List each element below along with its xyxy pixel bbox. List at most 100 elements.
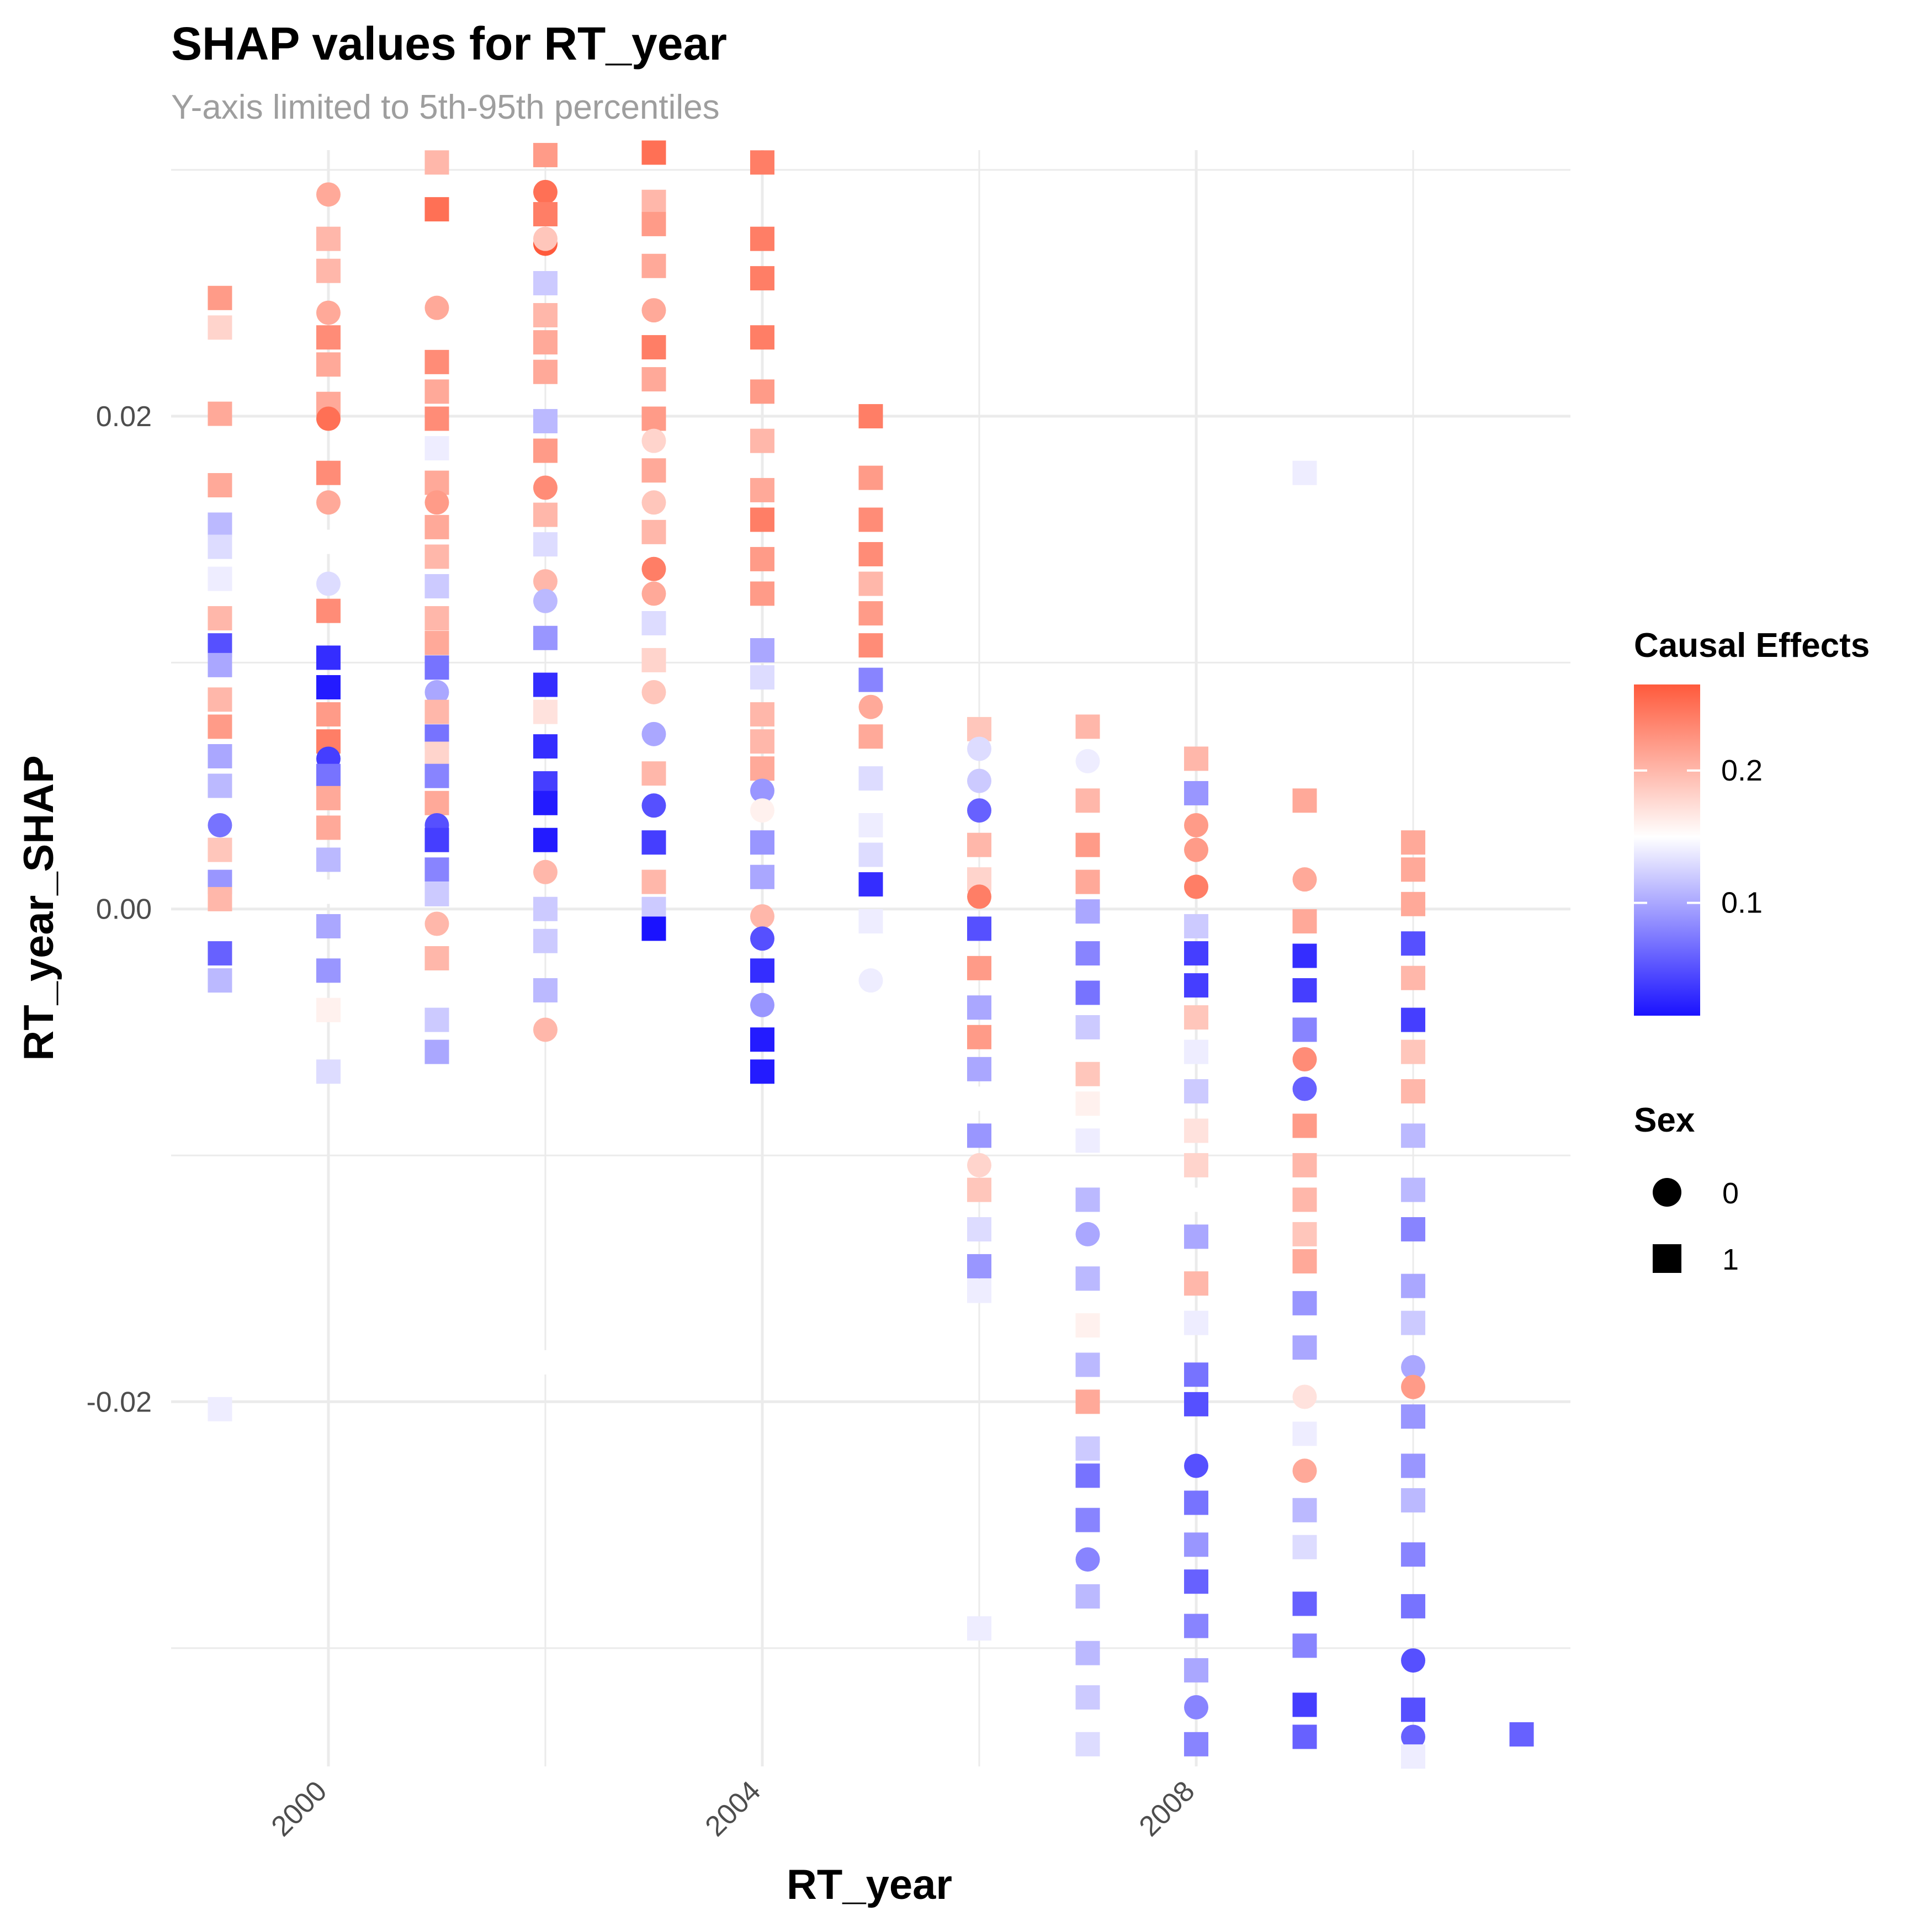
data-point <box>1292 1017 1317 1042</box>
data-point <box>1184 1310 1209 1335</box>
data-point <box>1075 1547 1100 1572</box>
data-point <box>1401 830 1426 855</box>
data-point <box>1184 1569 1209 1594</box>
data-point <box>533 1350 558 1374</box>
data-point <box>967 1177 992 1202</box>
data-point <box>967 1025 992 1049</box>
data-point <box>1075 1685 1100 1710</box>
data-point <box>641 869 666 894</box>
legend-label-0: 0 <box>1722 1177 1739 1210</box>
data-point <box>750 756 774 781</box>
data-point <box>1292 1153 1317 1177</box>
color-legend-ticks: 0.1 0.2 <box>1634 754 1763 920</box>
data-point <box>533 359 558 384</box>
data-point <box>1184 1039 1209 1064</box>
y-axis-ticks: -0.02 0.00 0.02 <box>86 401 152 1418</box>
data-point <box>424 946 449 970</box>
data-point <box>750 992 774 1017</box>
data-point <box>750 638 774 663</box>
data-point <box>533 532 558 557</box>
data-point <box>1075 1436 1100 1461</box>
data-point <box>424 699 449 724</box>
data-point <box>1401 1453 1426 1478</box>
data-point <box>316 598 341 623</box>
data-point <box>316 460 341 485</box>
data-point <box>750 379 774 404</box>
data-point <box>1401 1123 1426 1148</box>
data-point <box>1401 891 1426 916</box>
data-point <box>641 140 666 165</box>
data-point <box>316 258 341 283</box>
x-tick-label: 2004 <box>699 1775 767 1843</box>
data-point <box>1292 909 1317 934</box>
data-point <box>1292 867 1317 892</box>
x-tick-label: 2000 <box>266 1775 333 1843</box>
data-point <box>1401 1594 1426 1618</box>
shape-legend-title: Sex <box>1634 1101 1695 1139</box>
data-point <box>533 859 558 884</box>
data-point <box>1075 832 1100 857</box>
data-point <box>1075 1584 1100 1609</box>
data-point <box>1075 980 1100 1005</box>
data-point <box>424 1086 449 1111</box>
data-point <box>1292 1458 1317 1483</box>
data-point <box>316 675 341 700</box>
data-point <box>1292 1692 1317 1717</box>
data-point <box>424 790 449 815</box>
data-point <box>1401 1744 1426 1769</box>
data-point <box>1075 1352 1100 1377</box>
data-point <box>316 958 341 983</box>
data-point <box>208 315 232 340</box>
data-point <box>750 926 774 951</box>
data-point <box>967 1217 992 1241</box>
data-point <box>641 298 666 323</box>
data-point <box>1184 1224 1209 1249</box>
data-point <box>1075 1266 1100 1291</box>
data-point <box>316 815 341 840</box>
data-point <box>1184 914 1209 938</box>
data-point <box>967 916 992 941</box>
data-point <box>424 1039 449 1064</box>
data-point <box>967 1278 992 1303</box>
data-point <box>1075 749 1100 773</box>
data-point <box>533 271 558 296</box>
data-point <box>1401 1542 1426 1567</box>
x-tick-label: 2008 <box>1133 1775 1201 1843</box>
data-point <box>1075 941 1100 966</box>
x-axis-title: RT_year <box>787 1861 952 1908</box>
y-tick-label: -0.02 <box>86 1386 152 1418</box>
data-point <box>967 995 992 1020</box>
data-point <box>316 702 341 727</box>
data-point <box>533 928 558 953</box>
data-point <box>208 534 232 559</box>
data-point <box>208 473 232 498</box>
data-point <box>533 303 558 328</box>
data-point <box>641 406 666 431</box>
data-point <box>641 211 666 236</box>
data-point <box>967 768 992 793</box>
data-point <box>424 436 449 461</box>
data-point <box>316 879 341 904</box>
data-point <box>316 997 341 1022</box>
data-point <box>424 490 449 515</box>
data-point <box>750 702 774 727</box>
data-point <box>424 680 449 704</box>
data-point <box>316 325 341 350</box>
data-point <box>1075 869 1100 894</box>
data-point <box>858 724 883 749</box>
data-point <box>1184 1532 1209 1557</box>
x-axis-ticks: 2000 2004 2008 <box>266 1775 1201 1843</box>
data-point <box>533 179 558 204</box>
data-point <box>1292 788 1317 813</box>
data-point <box>858 766 883 791</box>
data-point <box>1401 931 1426 956</box>
data-point <box>967 1254 992 1278</box>
data-point <box>316 182 341 207</box>
data-point <box>858 842 883 867</box>
data-point <box>1184 1658 1209 1682</box>
data-point <box>1075 1508 1100 1532</box>
data-point <box>533 438 558 463</box>
data-point <box>1184 781 1209 805</box>
data-point <box>424 911 449 936</box>
data-point <box>1401 1177 1426 1202</box>
